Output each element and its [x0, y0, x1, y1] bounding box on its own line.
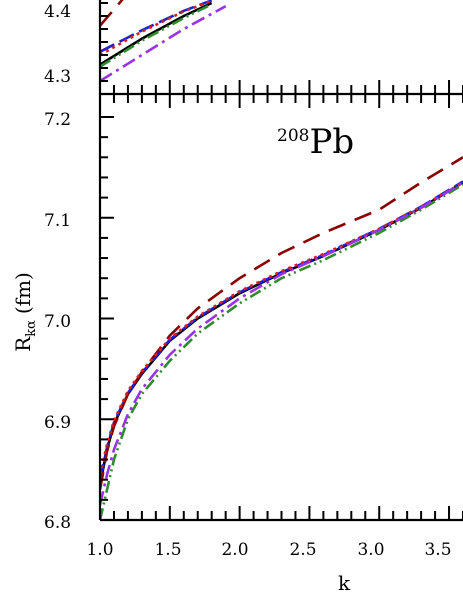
lower-series-line-5 [100, 183, 463, 520]
y-tick-label-6.9: 6.9 [44, 413, 71, 433]
upper-panel: 4.4 4.3 [44, 0, 227, 87]
x-tick-label-3.0: 3.0 [357, 540, 384, 560]
upper-series-line-1 [100, 1, 213, 66]
upper-series-line-5 [100, 3, 213, 68]
x-tick-label-2.5: 2.5 [289, 540, 316, 560]
y-tick-label-6.8: 6.8 [44, 513, 71, 533]
x-tick-label-1.5: 1.5 [154, 540, 181, 560]
y-axis-title-main: R [11, 336, 35, 352]
lower-panel: 7.2 7.1 7.0 6.9 6.8 1.0 1.5 2.0 2.5 3.0 … [11, 0, 463, 595]
y-tick-label-7.2: 7.2 [44, 110, 71, 130]
lower-series-line-4 [100, 181, 463, 475]
y-axis-title-subscript: kα [24, 320, 39, 337]
y-axis-title: Rkα (fm) [11, 272, 39, 352]
nucleus-mass-number: 208 [277, 126, 309, 146]
nucleus-element: Pb [309, 122, 354, 162]
x-tick-label-3.5: 3.5 [424, 540, 451, 560]
lower-series-line-3 [100, 156, 463, 491]
lower-series-group [100, 156, 463, 520]
x-tick-label-1.0: 1.0 [86, 540, 113, 560]
y-tick-label-7.1: 7.1 [44, 211, 71, 231]
upper-series-line-4 [100, 0, 213, 57]
lower-series-line-1 [100, 181, 463, 485]
y-axis-title-unit: (fm) [11, 272, 35, 314]
nucleus-annotation: 208Pb [277, 122, 354, 162]
upper-series-group [100, 0, 227, 83]
upper-y-tick-label-4.4: 4.4 [44, 2, 71, 22]
y-tick-label-7.0: 7.0 [44, 312, 71, 332]
upper-series-line-6 [100, 5, 227, 83]
lower-series-line-6 [100, 181, 463, 506]
lower-ticks [99, 2, 463, 521]
upper-y-tick-label-4.3: 4.3 [44, 67, 71, 87]
lower-series-line-2 [100, 180, 463, 480]
upper-series-line-3 [100, 0, 124, 27]
x-axis-title: k [338, 571, 351, 595]
x-tick-label-2.0: 2.0 [221, 540, 248, 560]
